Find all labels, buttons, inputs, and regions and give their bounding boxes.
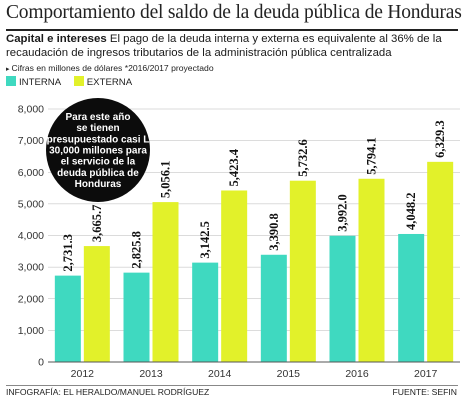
data-label-externa: 5,794.1: [365, 137, 379, 175]
note-marker-icon: ▸: [6, 66, 10, 73]
bar-interna: [398, 233, 425, 362]
subtitle-text: El pago de la deuda interna y externa es…: [6, 33, 442, 59]
x-tick-label: 2016: [345, 368, 369, 380]
data-label-externa: 5,056.1: [159, 161, 173, 199]
x-tick-label: 2012: [71, 368, 95, 380]
bar-interna: [260, 254, 287, 362]
units-note-text: Cifras en millones de dólares *2016/2017…: [11, 63, 214, 73]
callout-line: 30,000 millones para: [49, 146, 147, 157]
callout-line: Para este año: [65, 112, 130, 123]
callout-line: deuda pública de: [57, 168, 139, 179]
data-label-interna: 4,048.2: [404, 192, 418, 230]
bar-interna: [54, 275, 81, 362]
bar-interna: [192, 262, 219, 362]
legend-label-externa: EXTERNA: [86, 77, 133, 88]
y-tick-label: 6,000: [18, 167, 44, 179]
callout-line: Honduras: [75, 179, 122, 190]
data-label-externa: 3,665.7: [90, 205, 104, 243]
bar-externa: [427, 161, 454, 362]
y-tick-label: 7,000: [18, 135, 44, 147]
x-tick-label: 2014: [208, 368, 232, 380]
x-tick-label: 2015: [277, 368, 301, 380]
title-divider: [6, 29, 458, 31]
callout-line: se tienen: [76, 123, 119, 134]
data-label-interna: 3,390.8: [267, 213, 281, 251]
data-label-externa: 5,423.4: [227, 148, 241, 186]
y-tick-label: 4,000: [18, 230, 44, 242]
bar-externa: [152, 202, 179, 362]
callout-line: presupuestado casi L: [47, 134, 150, 145]
chart-subtitle: Capital e intereses El pago de la deuda …: [6, 33, 458, 60]
footer-credit: INFOGRAFÍA: EL HERALDO/MANUEL RODRÍGUEZ: [6, 387, 210, 397]
legend-swatch-externa: [73, 76, 84, 86]
y-tick-label: 5,000: [18, 198, 44, 210]
data-label-interna: 3,142.5: [198, 221, 212, 259]
y-tick-label: 2,000: [18, 293, 44, 305]
legend-swatch-interna: [6, 76, 16, 86]
callout-text: Para este año se tienen presupuestado casi…: [47, 112, 150, 190]
chart-legend: INTERNA EXTERNA: [6, 76, 142, 88]
x-tick-label: 2017: [414, 368, 438, 380]
y-tick-label: 3,000: [18, 262, 44, 274]
legend-label-interna: INTERNA: [19, 77, 62, 88]
callout-circle: [46, 98, 150, 202]
footer-source: FUENTE: SEFIN: [392, 387, 457, 397]
bar-externa: [83, 246, 110, 362]
callout-line: el servicio de la: [61, 157, 136, 168]
x-tick-label: 2013: [139, 368, 163, 380]
bar-externa: [358, 178, 385, 362]
y-tick-label: 8,000: [18, 104, 44, 116]
data-label-interna: 2,825.8: [130, 231, 144, 269]
data-label-externa: 6,329.3: [433, 120, 447, 158]
data-label-interna: 2,731.3: [61, 234, 75, 272]
subtitle-bold: Capital e intereses: [6, 33, 107, 45]
legend-item-interna: INTERNA: [6, 76, 62, 88]
data-label-externa: 5,732.6: [296, 139, 310, 177]
legend-item-externa: EXTERNA: [73, 76, 133, 88]
y-tick-label: 0: [38, 357, 44, 369]
units-note: ▸ Cifras en millones de dólares *2016/201…: [6, 63, 214, 73]
data-label-interna: 3,992.0: [336, 194, 350, 232]
bar-interna: [123, 272, 150, 362]
y-tick-label: 1,000: [18, 325, 44, 337]
page-title: Comportamiento del saldo de la deuda púb…: [6, 2, 462, 23]
bar-externa: [289, 180, 316, 362]
footer-divider: [6, 385, 458, 386]
bar-externa: [221, 190, 248, 362]
bar-interna: [329, 235, 356, 362]
